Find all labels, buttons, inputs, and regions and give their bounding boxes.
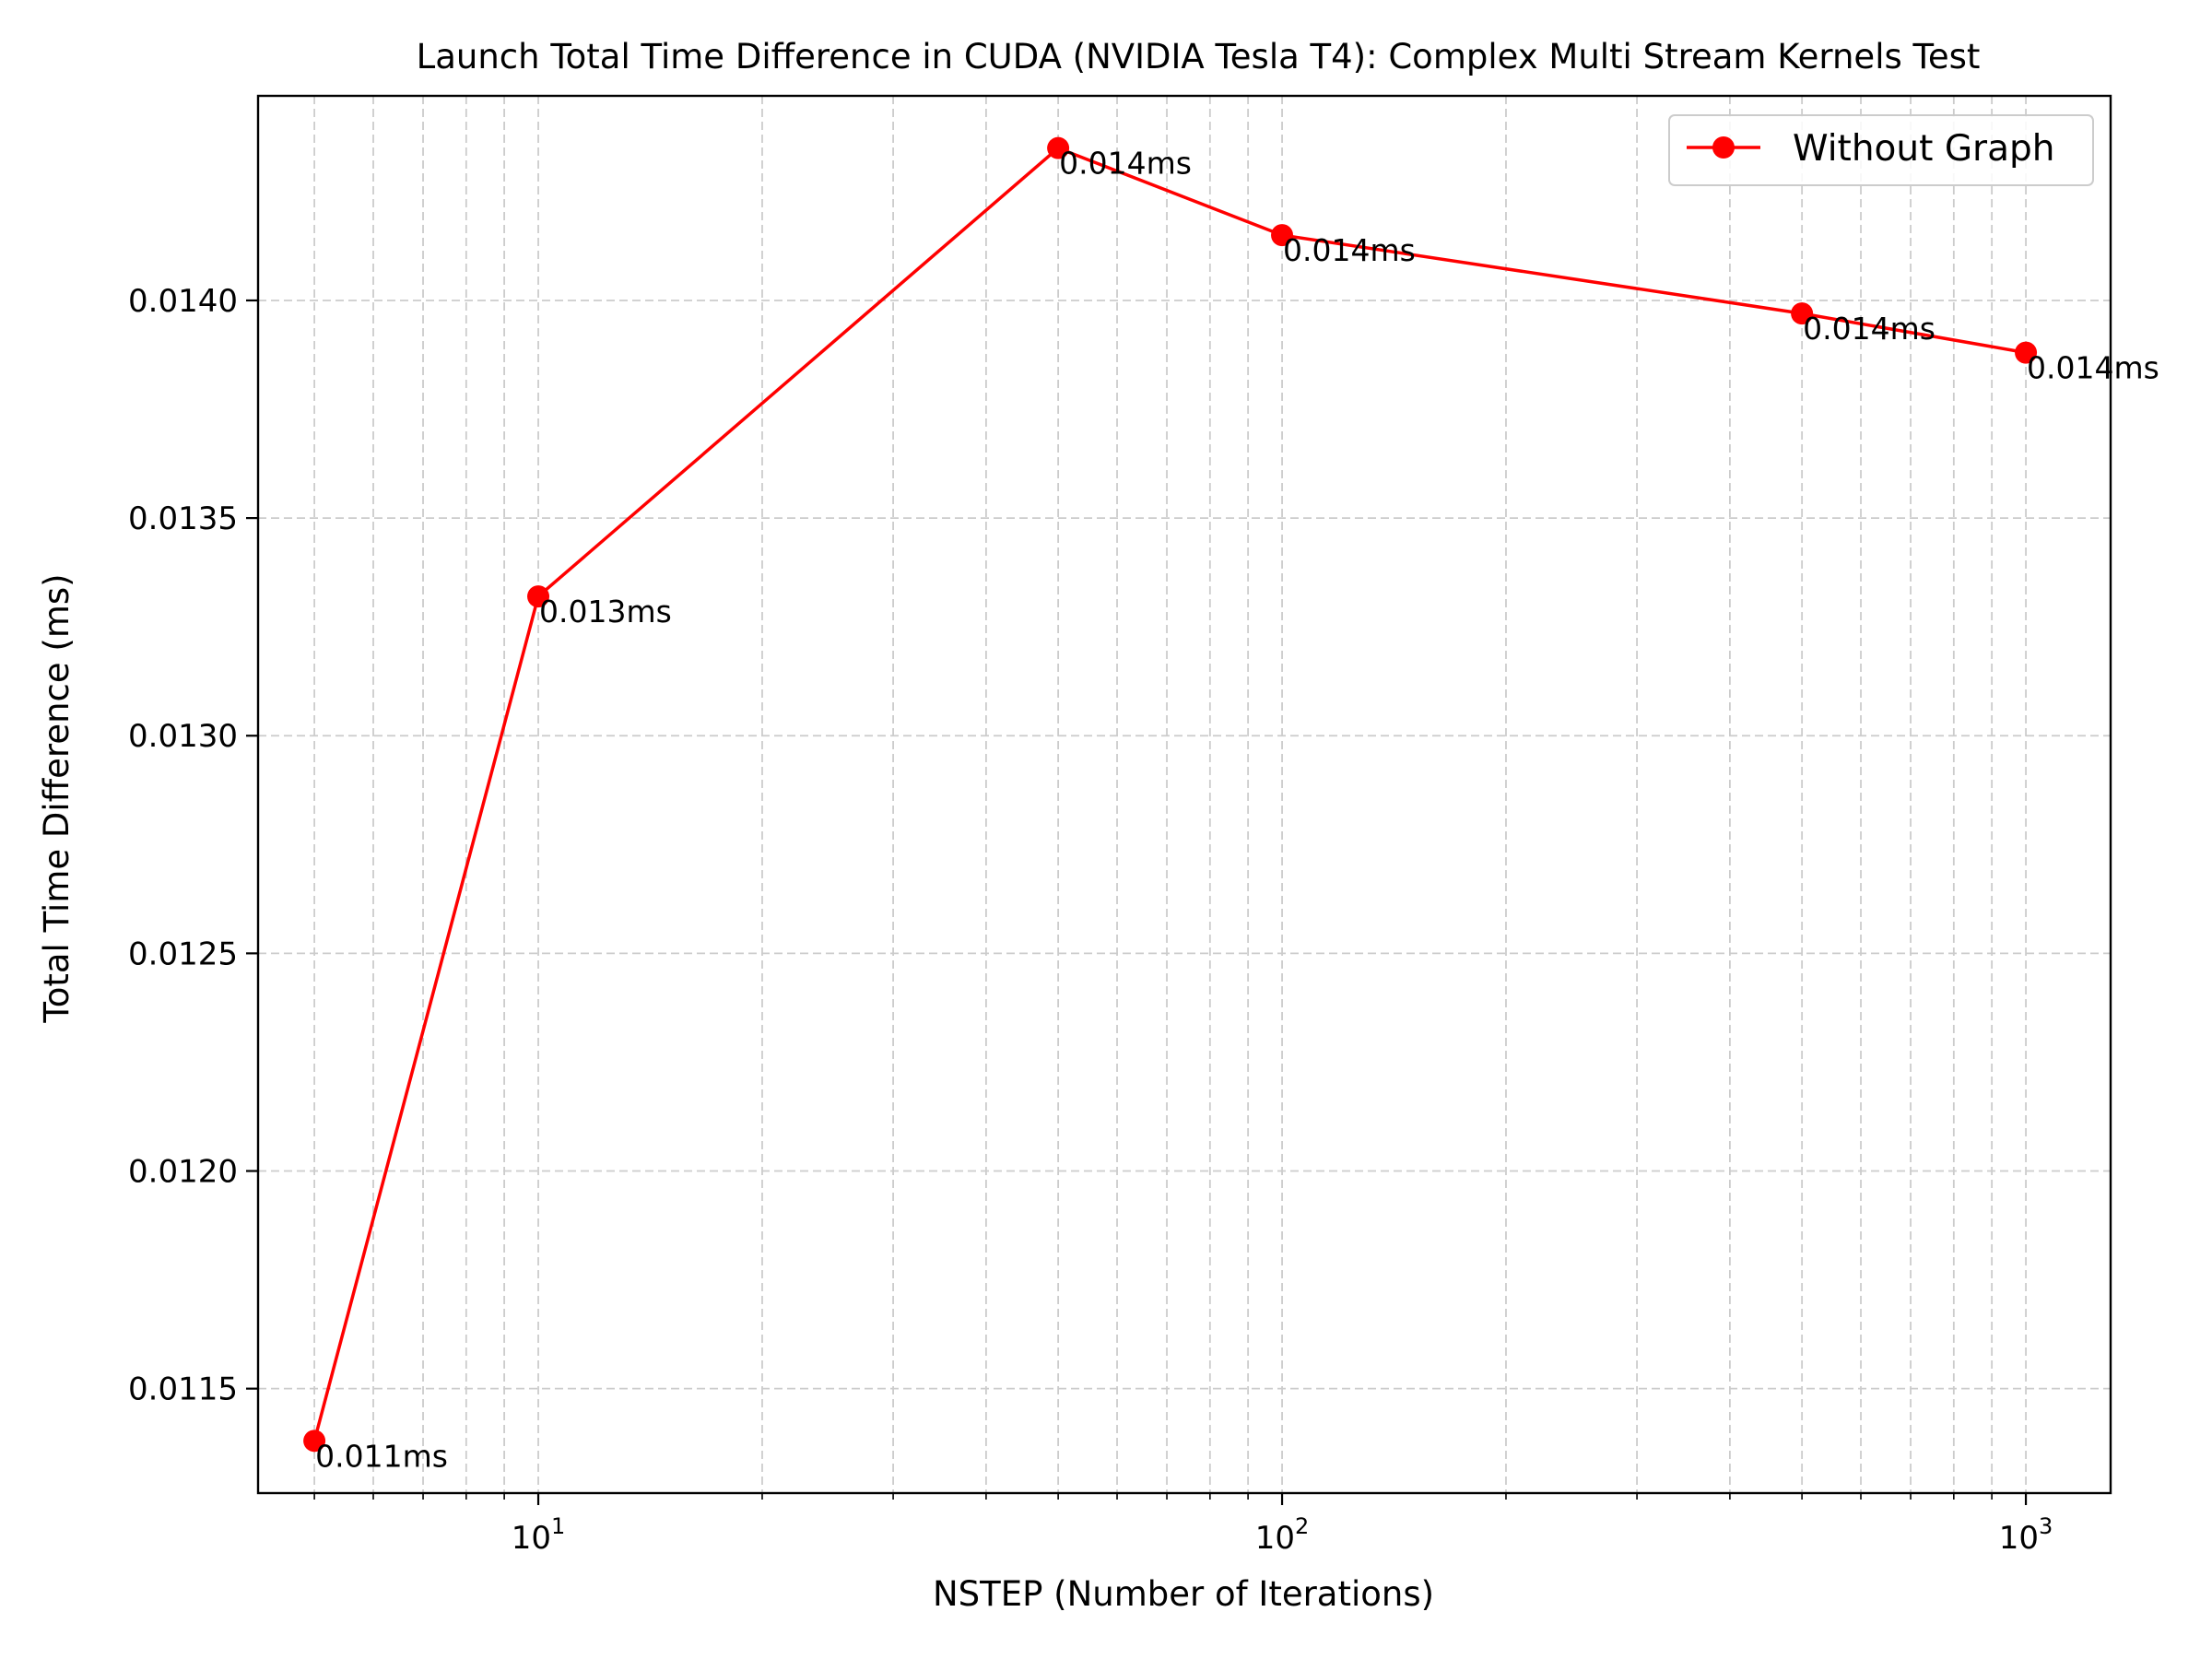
series-line: [312, 146, 2027, 1441]
x-tick-label: 102: [1255, 1513, 1310, 1557]
legend-entry-label: Without Graph: [1793, 128, 2054, 170]
data-point-label: 0.011ms: [315, 1438, 448, 1474]
chart-title: Launch Total Time Difference in CUDA (NV…: [417, 37, 1981, 76]
y-tick-label: 0.0120: [128, 1154, 238, 1191]
axes: 0.0115 0.0120 0.0125 0.0130 0.0135 0.0140 101 1…: [128, 283, 2053, 1557]
data-point-label: 0.014ms: [2027, 350, 2159, 386]
legend-marker-swatch: [1712, 136, 1735, 159]
grid-lines: [258, 96, 2111, 1493]
x-tick-label: 103: [1999, 1513, 2053, 1557]
data-point-marker: [2015, 341, 2038, 364]
data-point-label: 0.014ms: [1803, 311, 1936, 347]
data-point-marker: [1047, 136, 1070, 159]
legend-box: [1668, 114, 2094, 186]
data-series-layer: [303, 136, 2038, 1453]
data-point-marker: [527, 585, 550, 608]
data-labels: 0.011ms 0.013ms 0.014ms 0.014ms 0.014ms 0.014…: [315, 146, 2159, 1475]
data-point-label: 0.013ms: [539, 594, 672, 629]
y-tick-label: 0.0135: [128, 500, 238, 537]
data-point-label: 0.014ms: [1059, 146, 1192, 182]
data-point-label: 0.014ms: [1283, 232, 1416, 268]
y-tick-label: 0.0125: [128, 935, 238, 972]
y-tick-label: 0.0130: [128, 718, 238, 755]
data-point-marker: [303, 1430, 326, 1453]
y-axis-title: Total Time Difference (ms): [37, 573, 76, 1023]
plot-area-frame: [256, 94, 2112, 1495]
x-axis-title: NSTEP (Number of Iterations): [933, 1574, 1434, 1614]
y-tick-label: 0.0115: [128, 1371, 238, 1408]
legend: Without Graph: [1668, 114, 2094, 186]
y-tick-label: 0.0140: [128, 283, 238, 320]
data-point-marker: [1791, 302, 1814, 325]
x-tick-label: 101: [512, 1513, 566, 1557]
data-point-marker: [1271, 224, 1294, 247]
